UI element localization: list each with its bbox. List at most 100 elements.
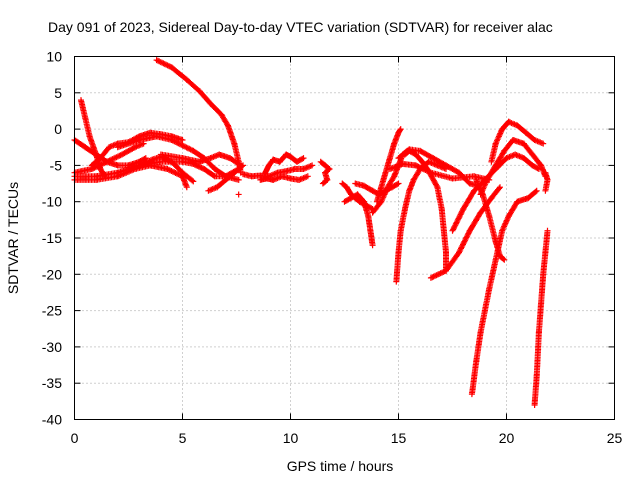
- data-point: [207, 100, 225, 118]
- y-tick-label: -15: [42, 230, 62, 246]
- y-tick-label: -20: [42, 266, 62, 282]
- x-tick-label: 10: [283, 430, 299, 446]
- y-tick-labels: 10 5 0 -5 -10 -15 -20 -25 -30 -35 -40: [42, 49, 62, 428]
- data-point: [533, 329, 542, 379]
- series-arc-03: [71, 153, 197, 185]
- data-point: [227, 155, 242, 167]
- y-axis-label: SDTVAR / TECUs: [5, 182, 21, 294]
- y-tick-label: 10: [46, 49, 62, 65]
- data-point: [492, 147, 508, 169]
- data-point: [443, 162, 462, 176]
- series-arc-11: [205, 162, 246, 194]
- data-point: [119, 144, 138, 158]
- plot-frame: [74, 56, 615, 420]
- data-point: [196, 88, 214, 107]
- data-point: [417, 147, 437, 162]
- x-tick-label: 20: [499, 430, 515, 446]
- series-arc-31: [473, 176, 508, 263]
- x-tick-labels: 0 5 10 15 20 25: [71, 430, 623, 446]
- data-point: [183, 76, 203, 95]
- data-point: [501, 137, 516, 154]
- y-tick-label: 5: [54, 85, 62, 101]
- data-point: [97, 166, 108, 180]
- data-point: [132, 140, 147, 151]
- data-point: [531, 372, 540, 408]
- data-point: [486, 256, 499, 292]
- series-arc-28: [468, 187, 540, 398]
- series-arc-18: [341, 191, 376, 249]
- data-point: [294, 155, 307, 165]
- data-point: [443, 249, 462, 274]
- data-point: [529, 162, 542, 172]
- series-arc-16: [317, 158, 333, 187]
- series-arc-30: [488, 118, 547, 165]
- data-point: [484, 162, 499, 183]
- data-points: [71, 57, 551, 408]
- data-point: [164, 166, 186, 180]
- x-tick-label: 0: [71, 430, 79, 446]
- data-point: [300, 162, 316, 172]
- data-point: [412, 162, 434, 176]
- data-point: [319, 176, 331, 187]
- series-arc-33: [542, 169, 551, 194]
- data-point: [179, 173, 190, 191]
- y-tick-label: -30: [42, 339, 62, 355]
- data-point: [168, 133, 186, 143]
- data-point: [231, 162, 246, 176]
- series-arc-23: [393, 158, 449, 285]
- y-tick-label: -40: [42, 412, 62, 428]
- series-arc-15: [257, 173, 311, 183]
- data-point: [460, 187, 478, 212]
- data-point: [393, 249, 402, 285]
- data-point: [389, 180, 402, 191]
- data-point: [449, 206, 467, 234]
- grid: [74, 56, 615, 420]
- data-point: [505, 198, 521, 220]
- series-arc-12: [235, 191, 242, 198]
- x-tick-label: 15: [391, 430, 407, 446]
- data-point: [531, 137, 547, 147]
- data-point: [235, 191, 242, 198]
- data-point: [168, 64, 190, 83]
- data-point: [103, 151, 125, 165]
- series-arc-27: [449, 151, 542, 234]
- y-tick-label: -35: [42, 375, 62, 391]
- chart-title: Day 091 of 2023, Sidereal Day-to-day VTE…: [48, 19, 553, 35]
- data-point: [179, 169, 197, 185]
- data-point: [136, 155, 149, 165]
- data-point: [535, 300, 545, 336]
- data-point: [97, 144, 113, 162]
- data-point: [369, 198, 385, 216]
- data-point: [201, 166, 218, 180]
- data-point: [395, 126, 404, 136]
- data-point: [456, 227, 473, 256]
- series-arc-20: [373, 126, 404, 205]
- data-point: [430, 155, 449, 169]
- series-arc-24: [395, 146, 482, 189]
- y-tick-label: -10: [42, 194, 62, 210]
- data-point: [434, 162, 449, 172]
- x-tick-label: 25: [607, 430, 623, 446]
- data-point: [153, 57, 175, 71]
- data-point: [468, 358, 480, 398]
- data-point: [520, 140, 536, 158]
- y-tick-label: -25: [42, 303, 62, 319]
- y-tick-label: 0: [54, 121, 62, 137]
- data-point: [190, 147, 208, 162]
- series-arc-02: [71, 140, 147, 176]
- series-arc-10: [157, 151, 242, 167]
- series-arc-14: [261, 151, 307, 178]
- data-point: [395, 146, 413, 162]
- data-point: [488, 184, 503, 202]
- y-tick-label: -5: [50, 157, 63, 173]
- data-point: [367, 227, 376, 249]
- data-point: [538, 271, 547, 307]
- data-point: [466, 209, 484, 234]
- x-axis-label: GPS time / hours: [287, 458, 394, 474]
- data-point: [499, 213, 512, 234]
- data-point: [168, 137, 197, 154]
- data-point: [525, 187, 540, 202]
- data-point: [542, 176, 551, 194]
- data-point: [497, 253, 508, 263]
